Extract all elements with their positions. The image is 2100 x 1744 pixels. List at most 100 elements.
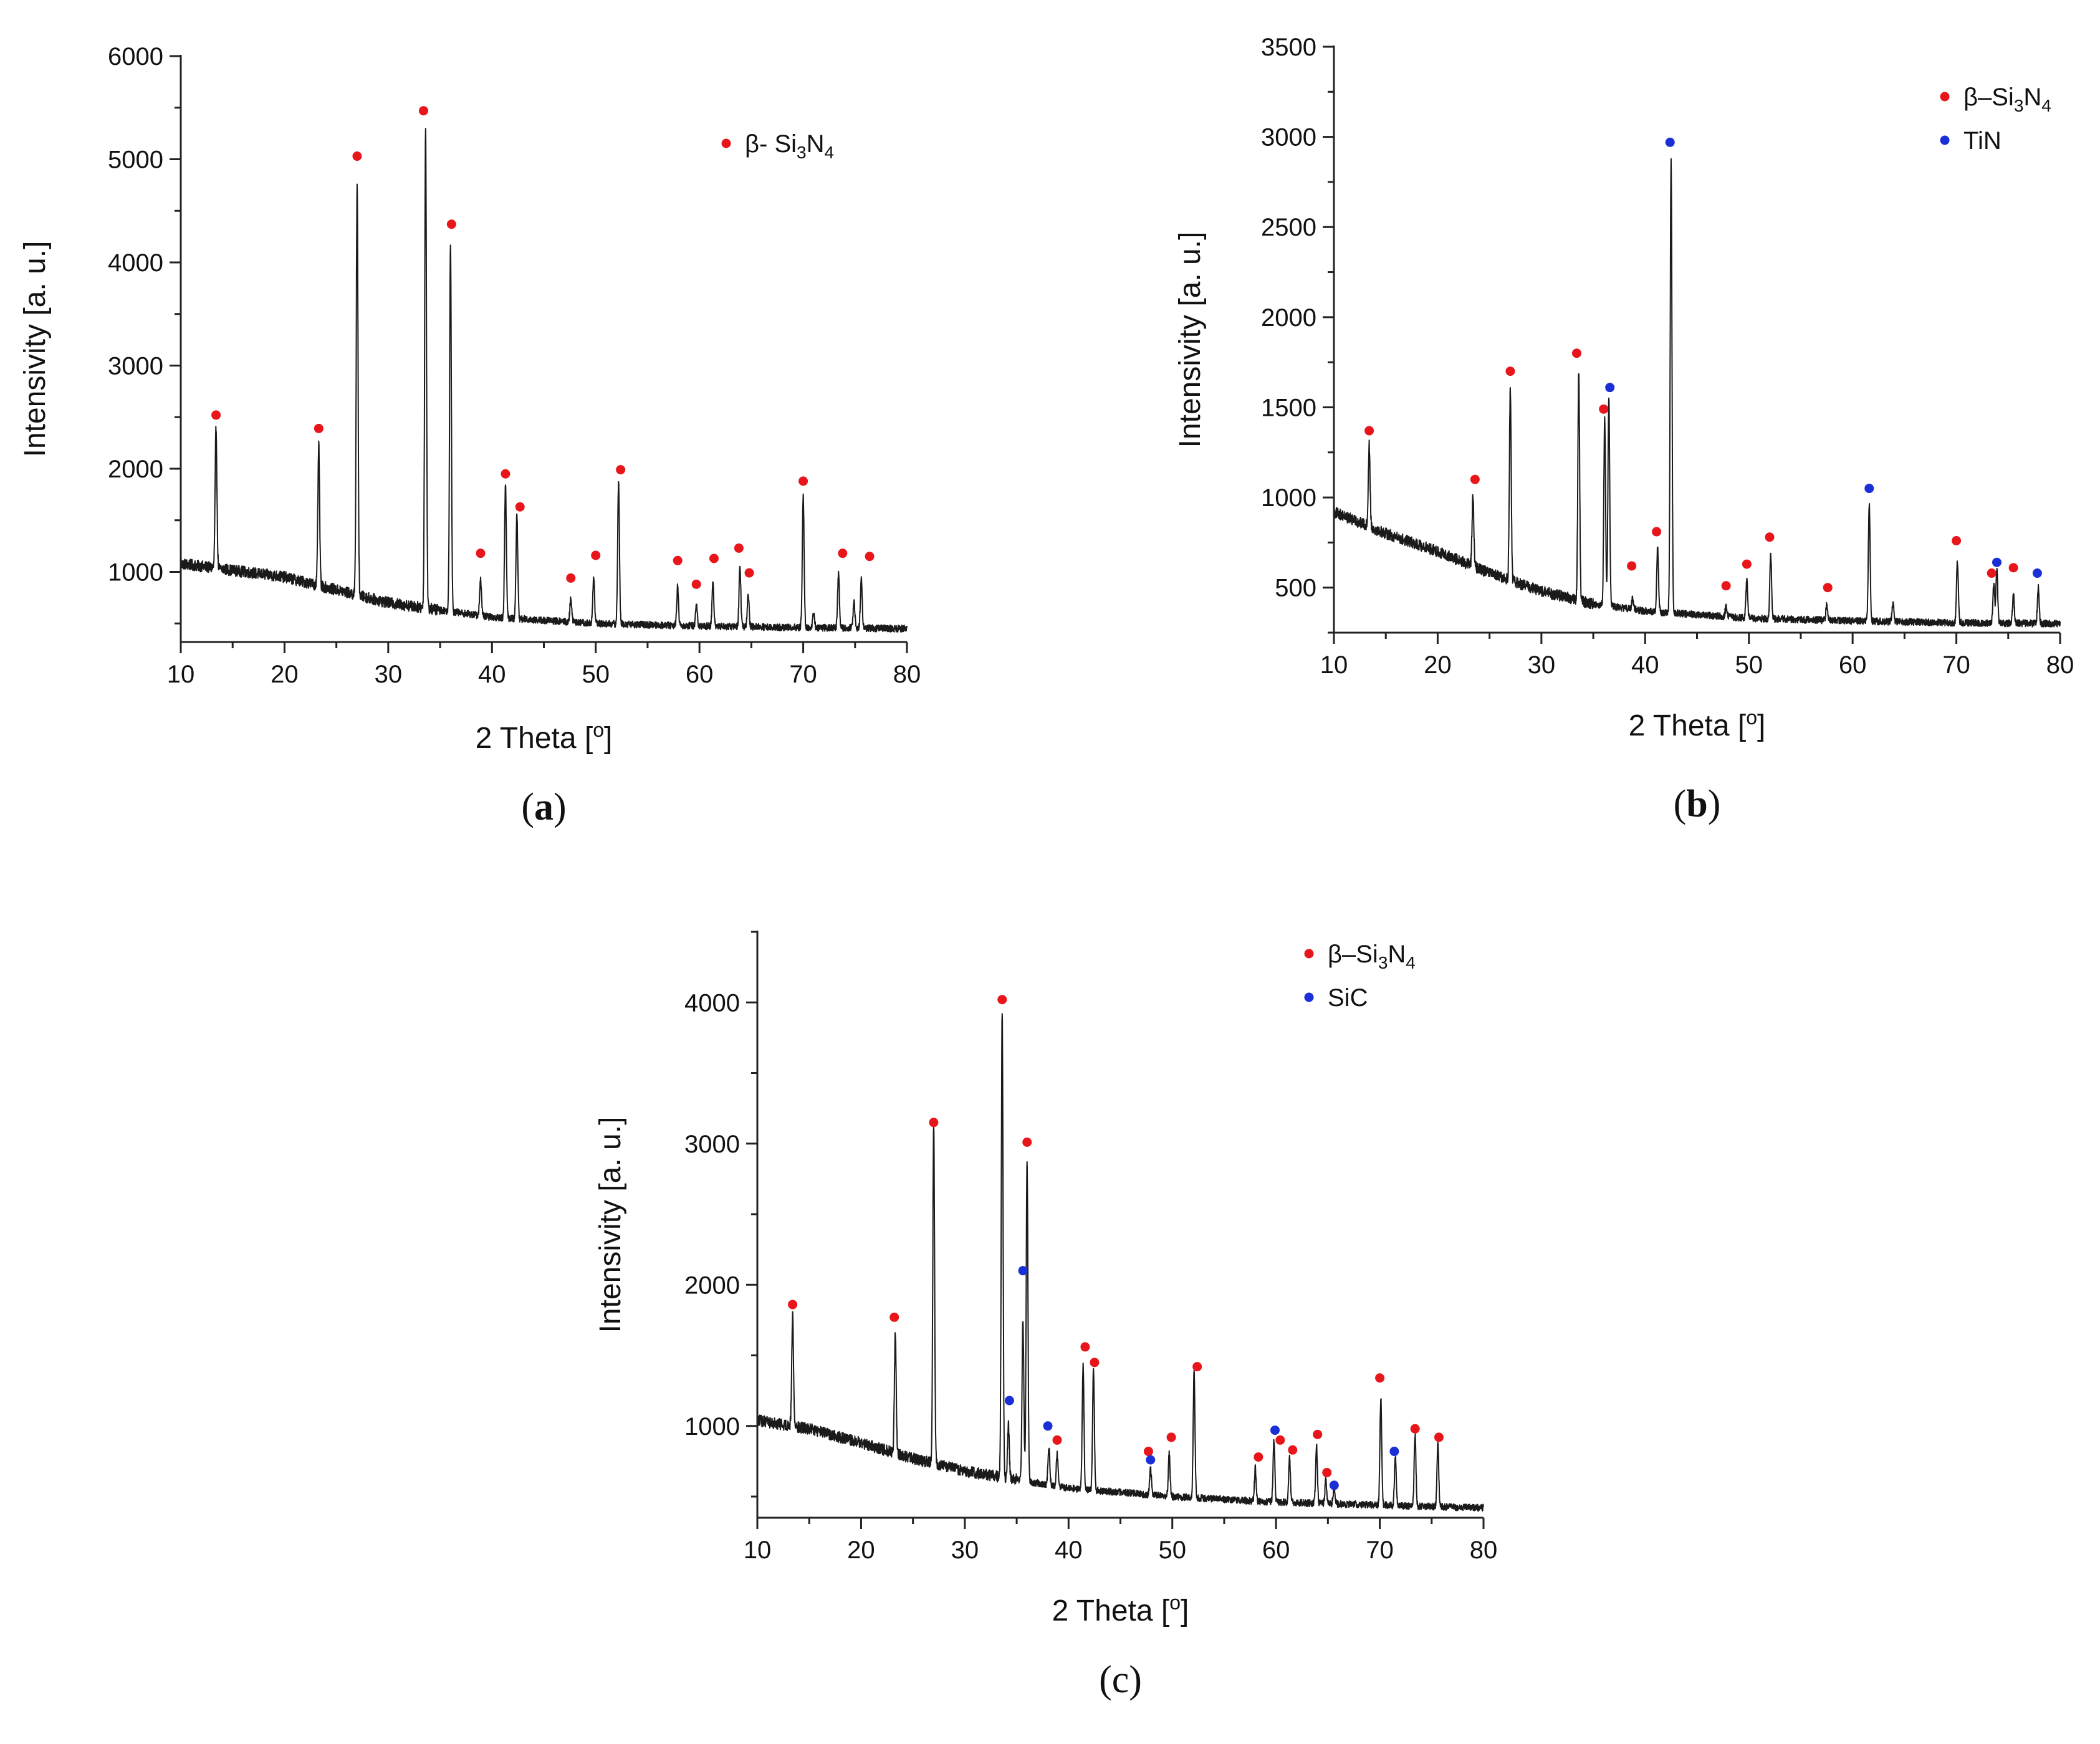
- panel-c: 10 20 30 40 50 60 70 80 1000 2000 3000 4000 2 Theta …: [594, 931, 1497, 1701]
- phase-marker-si3n4: [352, 151, 362, 161]
- y-tick-label: 1000: [1261, 484, 1316, 512]
- y-tick-label: 1500: [1261, 394, 1316, 421]
- legend-marker: [721, 138, 731, 148]
- x-tick-label: 70: [789, 661, 817, 688]
- x-tick-label: 70: [1942, 651, 1970, 679]
- phase-marker-si3n4: [1192, 1362, 1202, 1372]
- phase-marker-tin: [1992, 557, 2002, 567]
- phase-marker-si3n4: [1823, 583, 1833, 593]
- x-tick-label: 60: [1839, 651, 1867, 679]
- x-tick-label: 30: [375, 661, 403, 688]
- y-tick-label: 2500: [1261, 214, 1316, 241]
- y-tick-label: 3000: [684, 1131, 740, 1158]
- phase-marker-si3n4: [591, 550, 601, 560]
- y-tick-label: 5000: [108, 146, 163, 173]
- phase-marker-sic: [1146, 1455, 1156, 1465]
- phase-marker-sic: [1329, 1480, 1339, 1490]
- panel-a: 10 20 30 40 50 60 70 80 1000 2000 3000 4000 5000 6000…: [19, 43, 921, 828]
- y-axis-title: Intensivity [a. u.]: [19, 241, 52, 458]
- x-tick-label: 60: [1262, 1536, 1290, 1564]
- diffraction-trace: [180, 128, 908, 633]
- phase-marker-si3n4: [1322, 1468, 1332, 1478]
- y-tick-label: 2000: [108, 456, 163, 483]
- y-axis-title: Intensivity [a. u.]: [1174, 232, 1207, 448]
- y-tick-label: 3000: [1261, 124, 1316, 151]
- phase-marker-si3n4: [1952, 535, 1962, 545]
- phase-marker-sic: [1004, 1396, 1014, 1406]
- phase-marker-si3n4: [515, 502, 525, 512]
- x-tick-label: 80: [1470, 1536, 1498, 1564]
- x-tick-label: 60: [686, 661, 714, 688]
- phase-marker-si3n4: [314, 423, 324, 433]
- phase-marker-sic: [1018, 1266, 1028, 1276]
- phase-marker-si3n4: [1505, 367, 1515, 376]
- x-tick-label: 30: [1528, 651, 1556, 679]
- x-tick-label: 40: [478, 661, 506, 688]
- phase-marker-si3n4: [1375, 1373, 1385, 1383]
- phase-marker-si3n4: [1022, 1137, 1032, 1147]
- phase-marker-si3n4: [709, 553, 719, 563]
- phase-marker-si3n4: [1987, 568, 1997, 578]
- y-tick-label: 3500: [1261, 34, 1316, 61]
- x-tick-label: 40: [1631, 651, 1659, 679]
- panel-b: 10 20 30 40 50 60 70 80 500 1000 1500 2000 2500 3000 3…: [1174, 34, 2074, 825]
- phase-marker-si3n4: [734, 543, 744, 553]
- phase-marker-si3n4: [889, 1312, 899, 1322]
- phase-marker-si3n4: [1742, 559, 1752, 569]
- x-axis-title: 2 Theta [o]: [1052, 1591, 1189, 1627]
- phase-marker-si3n4: [2008, 563, 2018, 573]
- legend-label: SiC: [1328, 984, 1368, 1012]
- x-tick-label: 10: [744, 1536, 772, 1564]
- x-tick-label: 50: [1735, 651, 1763, 679]
- phase-marker-si3n4: [1166, 1432, 1176, 1442]
- phase-marker-si3n4: [1313, 1429, 1323, 1439]
- phase-marker-si3n4: [1571, 348, 1581, 358]
- x-tick-label: 50: [1158, 1536, 1186, 1564]
- phase-marker-si3n4: [501, 469, 511, 479]
- y-tick-label: 2000: [1261, 304, 1316, 332]
- panel-label: (b): [1674, 783, 1721, 825]
- phase-marker-si3n4: [1599, 404, 1609, 414]
- legend-marker: [1940, 92, 1950, 102]
- panel-label: (c): [1099, 1659, 1142, 1701]
- phase-marker-si3n4: [1080, 1342, 1090, 1352]
- phase-marker-si3n4: [616, 465, 626, 475]
- phase-marker-si3n4: [865, 552, 875, 562]
- y-tick-label: 6000: [108, 43, 163, 70]
- x-tick-label: 70: [1366, 1536, 1394, 1564]
- y-tick-label: 3000: [108, 352, 163, 380]
- phase-marker-si3n4: [673, 555, 683, 565]
- x-tick-label: 10: [1320, 651, 1348, 679]
- phase-marker-si3n4: [1275, 1435, 1285, 1445]
- phase-marker-si3n4: [1364, 426, 1374, 436]
- x-tick-label: 10: [167, 661, 195, 688]
- phase-marker-si3n4: [798, 476, 808, 486]
- x-tick-label: 50: [582, 661, 610, 688]
- phase-marker-si3n4: [744, 568, 754, 578]
- phase-marker-tin: [2032, 568, 2042, 578]
- phase-marker-si3n4: [1652, 527, 1662, 537]
- x-tick-label: 30: [951, 1536, 979, 1564]
- phase-marker-si3n4: [1288, 1445, 1298, 1455]
- phase-marker-si3n4: [211, 410, 221, 420]
- phase-marker-si3n4: [929, 1118, 939, 1128]
- phase-marker-si3n4: [1410, 1424, 1420, 1434]
- legend-label: β–Si3N4: [1963, 84, 2051, 115]
- y-tick-label: 500: [1275, 575, 1316, 602]
- phase-marker-sic: [1270, 1425, 1280, 1435]
- y-axis-title: Intensivity [a. u.]: [594, 1117, 627, 1333]
- legend-label: TiN: [1963, 127, 2002, 155]
- y-tick-label: 4000: [684, 989, 740, 1017]
- phase-marker-si3n4: [1627, 561, 1637, 571]
- legend-marker: [1304, 992, 1314, 1002]
- x-axis-title: 2 Theta [o]: [1629, 706, 1766, 742]
- phase-marker-tin: [1864, 484, 1874, 494]
- phase-marker-si3n4: [1254, 1452, 1263, 1462]
- phase-marker-si3n4: [476, 549, 486, 558]
- legend-marker: [1940, 135, 1950, 145]
- x-tick-label: 20: [847, 1536, 875, 1564]
- x-tick-label: 40: [1055, 1536, 1083, 1564]
- phase-marker-si3n4: [1765, 532, 1775, 542]
- phase-marker-si3n4: [997, 995, 1007, 1005]
